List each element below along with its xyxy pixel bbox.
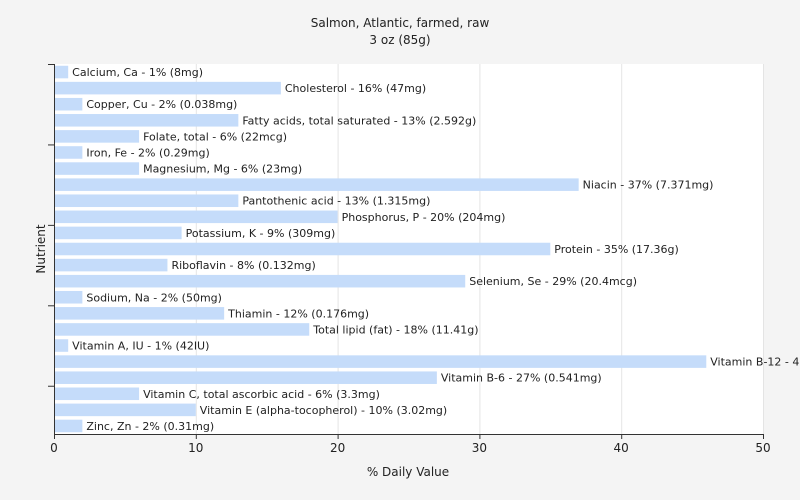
bar-label: Thiamin - 12% (0.176mg) [227, 307, 369, 320]
bar [55, 355, 707, 368]
bar-label: Phosphorus, P - 20% (204mg) [342, 211, 506, 224]
x-tick-label: 50 [755, 441, 770, 455]
bar [55, 178, 579, 191]
bar-label: Folate, total - 6% (22mcg) [143, 130, 287, 143]
bar-label: Sodium, Na - 2% (50mg) [86, 291, 222, 304]
label-layer: Calcium, Ca - 1% (8mg) Cholesterol - 16% … [72, 66, 800, 433]
y-axis-label: Nutrient [34, 224, 48, 274]
bar [55, 403, 196, 417]
bar [55, 258, 168, 272]
bar [55, 97, 83, 111]
bar-label: Iron, Fe - 2% (0.29mg) [86, 146, 209, 159]
bar-label: Niacin - 37% (7.371mg) [583, 179, 714, 192]
bar [55, 130, 140, 143]
bar [55, 194, 239, 208]
bar [55, 323, 310, 336]
x-axis-label: % Daily Value [367, 465, 449, 479]
bar [55, 81, 281, 95]
bar-label: Calcium, Ca - 1% (8mg) [72, 66, 203, 79]
bar [55, 274, 466, 288]
bar-label: Protein - 35% (17.36g) [554, 243, 679, 256]
bar-label: Selenium, Se - 29% (20.4mcg) [469, 275, 637, 288]
bar [55, 371, 437, 384]
bar [55, 226, 182, 240]
x-tick-label: 20 [330, 441, 345, 455]
x-tick-label: 0 [50, 441, 58, 455]
x-tick-label: 10 [188, 441, 203, 455]
bar-label: Vitamin E (alpha-tocopherol) - 10% (3.02… [200, 404, 447, 417]
chart-subtitle: 3 oz (85g) [369, 33, 430, 47]
bar [55, 210, 338, 224]
bar [55, 339, 69, 352]
bar-label: Vitamin B-12 - 46% (2.75mcg) [710, 356, 800, 369]
bar-label: Potassium, K - 9% (309mg) [186, 227, 336, 240]
bar [55, 162, 140, 175]
bar [55, 114, 239, 127]
bar [55, 419, 83, 433]
bar-label: Total lipid (fat) - 18% (11.41g) [312, 323, 478, 336]
bar [55, 307, 225, 320]
bar-label: Vitamin B-6 - 27% (0.541mg) [441, 372, 602, 385]
bar-label: Zinc, Zn - 2% (0.31mg) [86, 420, 214, 433]
bar-label: Pantothenic acid - 13% (1.315mg) [242, 195, 430, 208]
axis-layer: 0 10 20 30 40 50 [48, 64, 771, 455]
bar-label: Vitamin A, IU - 1% (42IU) [72, 340, 209, 353]
bar [55, 65, 69, 79]
bar [55, 290, 83, 304]
bar-label: Fatty acids, total saturated - 13% (2.59… [242, 114, 476, 127]
bar-label: Vitamin C, total ascorbic acid - 6% (3.3… [143, 388, 380, 401]
x-tick-label: 40 [614, 441, 629, 455]
bar [55, 387, 140, 401]
bar-label: Cholesterol - 16% (47mg) [285, 82, 426, 95]
x-tick-label: 30 [472, 441, 487, 455]
bar-label: Riboflavin - 8% (0.132mg) [171, 259, 315, 272]
bar-layer [55, 65, 707, 433]
bar-label: Copper, Cu - 2% (0.038mg) [86, 98, 237, 111]
bar-label: Magnesium, Mg - 6% (23mg) [143, 163, 302, 176]
bar [55, 146, 83, 159]
chart-title: Salmon, Atlantic, farmed, raw [311, 16, 490, 30]
bar [55, 242, 551, 256]
